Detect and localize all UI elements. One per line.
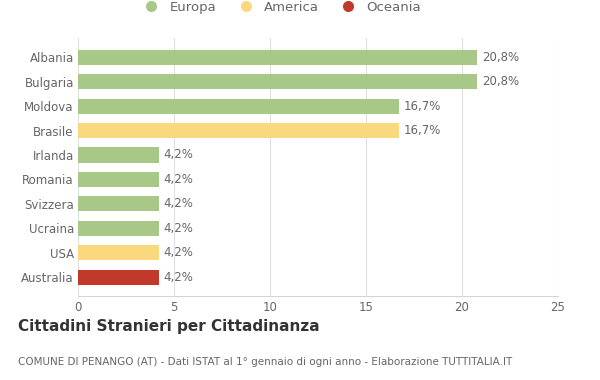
Bar <box>78 147 158 163</box>
Text: Cittadini Stranieri per Cittadinanza: Cittadini Stranieri per Cittadinanza <box>18 318 320 334</box>
Text: 4,2%: 4,2% <box>163 197 193 210</box>
Text: COMUNE DI PENANGO (AT) - Dati ISTAT al 1° gennaio di ogni anno - Elaborazione TU: COMUNE DI PENANGO (AT) - Dati ISTAT al 1… <box>18 357 512 367</box>
Bar <box>78 221 158 236</box>
Text: 4,2%: 4,2% <box>163 246 193 259</box>
Bar <box>78 50 478 65</box>
Text: 4,2%: 4,2% <box>163 173 193 186</box>
Bar <box>78 269 158 285</box>
Legend: Europa, America, Oceania: Europa, America, Oceania <box>136 0 424 16</box>
Bar <box>78 98 398 114</box>
Bar <box>78 196 158 211</box>
Bar <box>78 172 158 187</box>
Bar <box>78 245 158 260</box>
Bar <box>78 74 478 89</box>
Text: 16,7%: 16,7% <box>403 124 441 137</box>
Bar <box>78 123 398 138</box>
Text: 4,2%: 4,2% <box>163 149 193 162</box>
Text: 20,8%: 20,8% <box>482 51 519 64</box>
Text: 4,2%: 4,2% <box>163 271 193 283</box>
Text: 20,8%: 20,8% <box>482 75 519 88</box>
Text: 4,2%: 4,2% <box>163 222 193 235</box>
Text: 16,7%: 16,7% <box>403 100 441 112</box>
